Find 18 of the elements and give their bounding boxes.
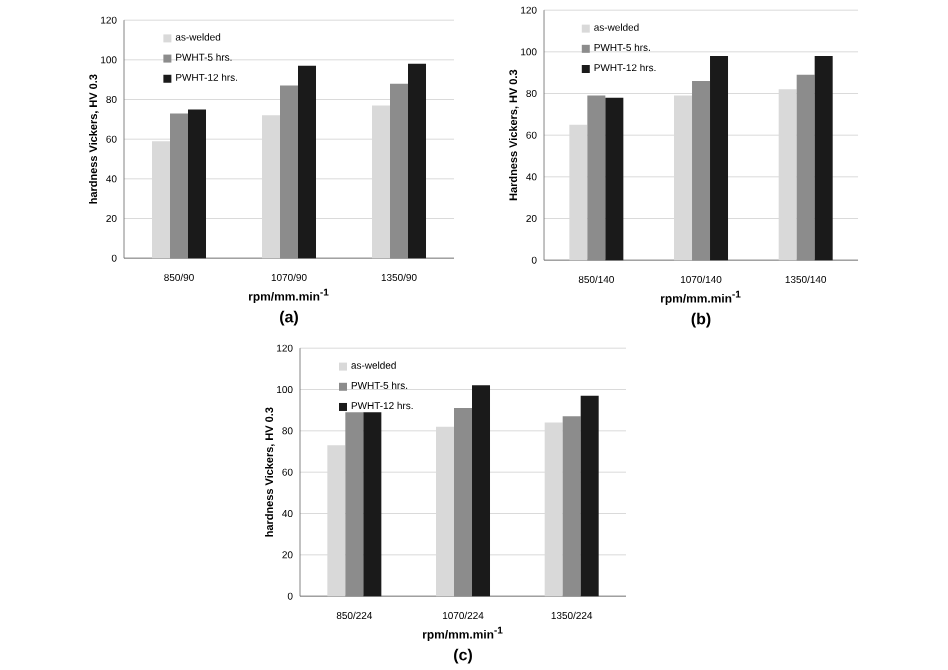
bar bbox=[692, 80, 711, 261]
bar bbox=[454, 407, 473, 597]
bar bbox=[472, 385, 491, 597]
bar bbox=[605, 97, 624, 261]
bar bbox=[298, 65, 317, 259]
bar bbox=[363, 412, 382, 597]
bar bbox=[170, 113, 189, 259]
bar bbox=[814, 55, 833, 261]
bar bbox=[408, 63, 427, 259]
bar bbox=[580, 395, 599, 597]
bar bbox=[188, 109, 207, 259]
bar bbox=[280, 85, 299, 259]
bar bbox=[796, 74, 815, 261]
bar bbox=[345, 412, 364, 597]
bar bbox=[710, 55, 729, 261]
bar bbox=[390, 83, 409, 259]
bar bbox=[562, 416, 581, 597]
bar bbox=[587, 95, 606, 261]
